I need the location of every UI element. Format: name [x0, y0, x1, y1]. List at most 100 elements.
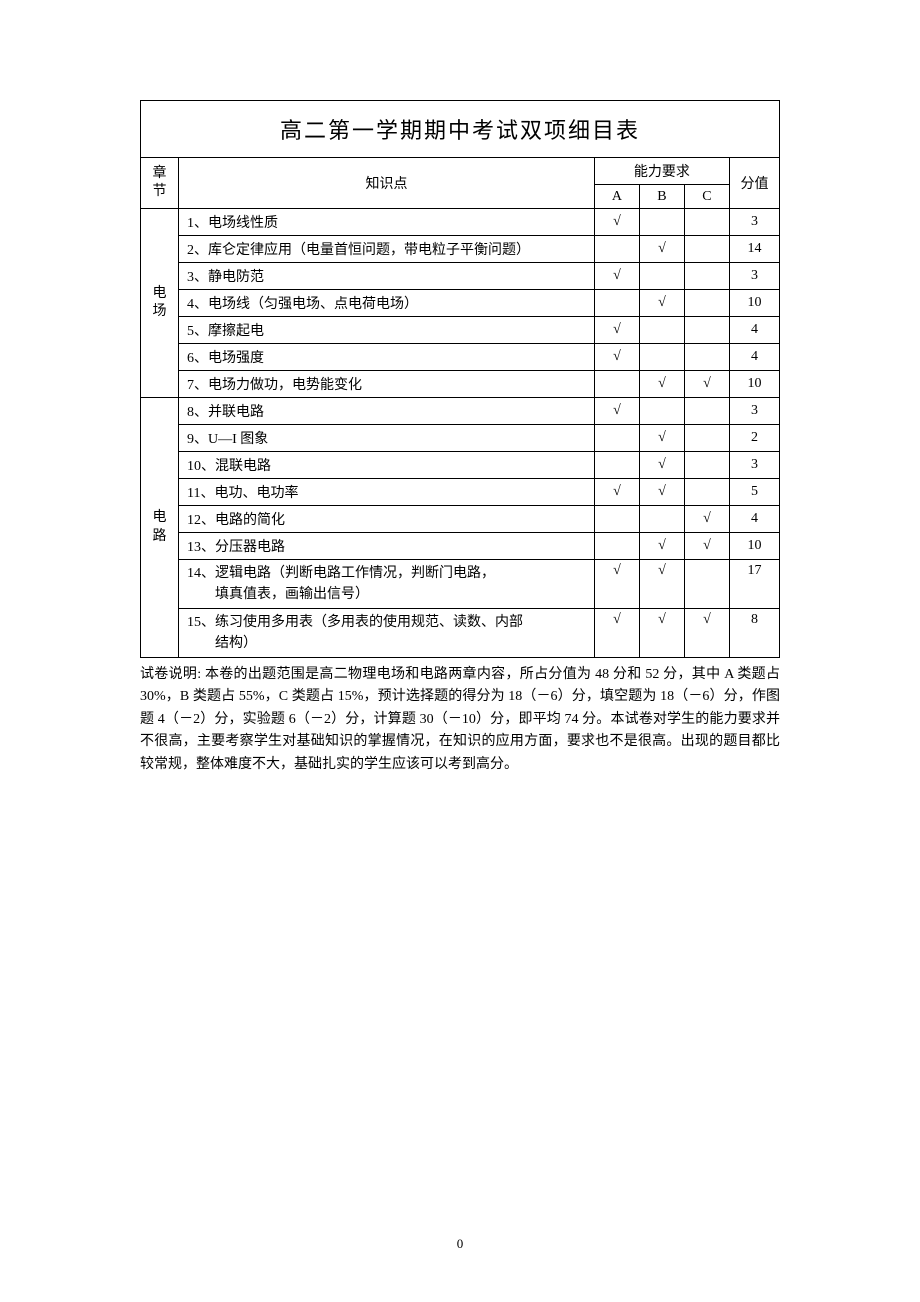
ability-c-check [684, 290, 729, 317]
header-knowledge: 知识点 [179, 158, 595, 209]
ability-b-check [639, 317, 684, 344]
score-value: 10 [729, 290, 779, 317]
knowledge-point: 1、电场线性质 [179, 209, 595, 236]
ability-b-check: √ [639, 371, 684, 398]
table-row: 5、摩擦起电√ 4 [141, 317, 780, 344]
ability-b-check [639, 506, 684, 533]
specification-table: 高二第一学期期中考试双项细目表章节知识点能力要求分值ABC电场1、电场线性质√3… [140, 100, 780, 658]
ability-c-check: √ [684, 371, 729, 398]
ability-c-check: √ [684, 609, 729, 658]
ability-c-check [684, 452, 729, 479]
header-ability_c: C [684, 185, 729, 209]
ability-a-check: √ [594, 263, 639, 290]
table-row: 10、混联电路 √ 3 [141, 452, 780, 479]
ability-c-check: √ [684, 533, 729, 560]
ability-b-check: √ [639, 560, 684, 609]
ability-c-check [684, 263, 729, 290]
ability-c-check [684, 317, 729, 344]
ability-a-check: √ [594, 317, 639, 344]
knowledge-point: 10、混联电路 [179, 452, 595, 479]
knowledge-point: 8、并联电路 [179, 398, 595, 425]
score-value: 4 [729, 506, 779, 533]
knowledge-point: 11、电功、电功率 [179, 479, 595, 506]
knowledge-point: 15、练习使用多用表（多用表的使用规范、读数、内部结构） [179, 609, 595, 658]
ability-b-check: √ [639, 609, 684, 658]
table-row: 13、分压器电路√√10 [141, 533, 780, 560]
table-row: 电路8、并联电路√3 [141, 398, 780, 425]
ability-b-check: √ [639, 236, 684, 263]
table-row: 11、电功、电功率√√5 [141, 479, 780, 506]
knowledge-point: 2、库仑定律应用（电量首恒问题，带电粒子平衡问题） [179, 236, 595, 263]
ability-b-check: √ [639, 290, 684, 317]
ability-b-check: √ [639, 533, 684, 560]
score-value: 8 [729, 609, 779, 658]
score-value: 3 [729, 263, 779, 290]
score-value: 3 [729, 398, 779, 425]
ability-c-check [684, 209, 729, 236]
score-value: 5 [729, 479, 779, 506]
exam-description: 试卷说明: 本卷的出题范围是高二物理电场和电路两章内容，所占分值为 48 分和 … [140, 664, 780, 776]
page-number: 0 [457, 1236, 464, 1252]
table-title: 高二第一学期期中考试双项细目表 [141, 101, 780, 158]
ability-a-check [594, 290, 639, 317]
score-value: 2 [729, 425, 779, 452]
knowledge-point: 3、静电防范 [179, 263, 595, 290]
knowledge-point: 7、电场力做功，电势能变化 [179, 371, 595, 398]
score-value: 4 [729, 317, 779, 344]
table-row: 6、电场强度√ 4 [141, 344, 780, 371]
ability-a-check: √ [594, 609, 639, 658]
chapter-label: 电路 [141, 398, 179, 658]
knowledge-point: 12、电路的简化 [179, 506, 595, 533]
ability-c-check [684, 344, 729, 371]
ability-b-check [639, 398, 684, 425]
header-ability_a: A [594, 185, 639, 209]
ability-c-check [684, 425, 729, 452]
ability-a-check: √ [594, 560, 639, 609]
ability-b-check: √ [639, 425, 684, 452]
table-row: 15、练习使用多用表（多用表的使用规范、读数、内部结构）√√√8 [141, 609, 780, 658]
ability-a-check [594, 452, 639, 479]
ability-b-check [639, 263, 684, 290]
chapter-label: 电场 [141, 209, 179, 398]
score-value: 3 [729, 452, 779, 479]
score-value: 10 [729, 533, 779, 560]
ability-a-check [594, 425, 639, 452]
ability-c-check [684, 236, 729, 263]
knowledge-point: 5、摩擦起电 [179, 317, 595, 344]
header-score: 分值 [729, 158, 779, 209]
table-row: 4、电场线（匀强电场、点电荷电场） √ 10 [141, 290, 780, 317]
ability-a-check: √ [594, 479, 639, 506]
ability-b-check: √ [639, 479, 684, 506]
knowledge-point: 9、U—I 图象 [179, 425, 595, 452]
header-ability: 能力要求 [594, 158, 729, 185]
ability-b-check [639, 344, 684, 371]
ability-c-check [684, 398, 729, 425]
ability-a-check: √ [594, 398, 639, 425]
table-row: 电场1、电场线性质√3 [141, 209, 780, 236]
ability-c-check [684, 479, 729, 506]
table-row: 14、逻辑电路（判断电路工作情况，判断门电路，填真值表，画输出信号）√√17 [141, 560, 780, 609]
ability-a-check [594, 236, 639, 263]
header-ability_b: B [639, 185, 684, 209]
ability-b-check: √ [639, 452, 684, 479]
header-chapter: 章节 [141, 158, 179, 209]
knowledge-point: 14、逻辑电路（判断电路工作情况，判断门电路，填真值表，画输出信号） [179, 560, 595, 609]
ability-a-check [594, 533, 639, 560]
table-row: 9、U—I 图象 √ 2 [141, 425, 780, 452]
table-row: 2、库仑定律应用（电量首恒问题，带电粒子平衡问题）√14 [141, 236, 780, 263]
ability-c-check: √ [684, 506, 729, 533]
table-row: 7、电场力做功，电势能变化√√10 [141, 371, 780, 398]
ability-b-check [639, 209, 684, 236]
knowledge-point: 6、电场强度 [179, 344, 595, 371]
ability-a-check: √ [594, 209, 639, 236]
ability-a-check [594, 371, 639, 398]
score-value: 10 [729, 371, 779, 398]
ability-a-check [594, 506, 639, 533]
score-value: 17 [729, 560, 779, 609]
table-row: 12、电路的简化 √4 [141, 506, 780, 533]
ability-a-check: √ [594, 344, 639, 371]
knowledge-point: 13、分压器电路 [179, 533, 595, 560]
score-value: 4 [729, 344, 779, 371]
knowledge-point: 4、电场线（匀强电场、点电荷电场） [179, 290, 595, 317]
score-value: 3 [729, 209, 779, 236]
